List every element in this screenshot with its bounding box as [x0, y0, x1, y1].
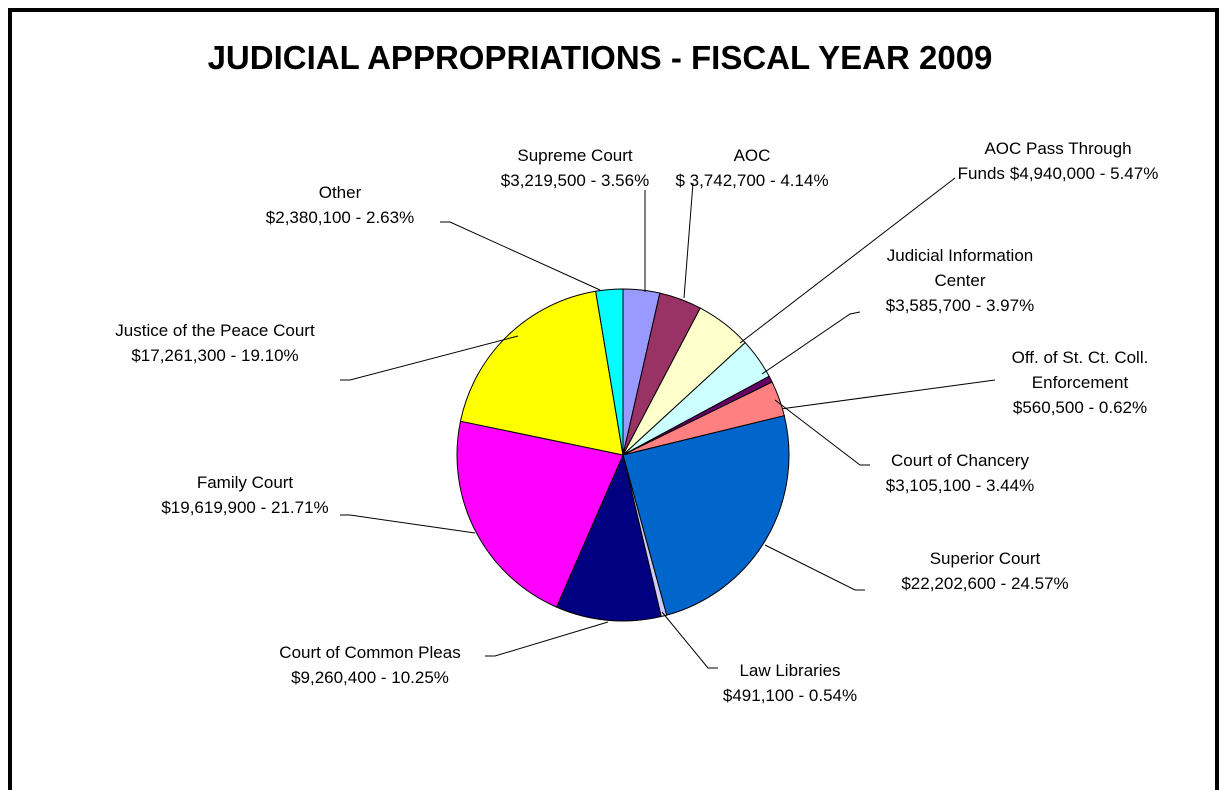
leader-line [761, 311, 861, 375]
slice-label: Justice of the Peace Court $17,261,300 - … [100, 318, 330, 368]
leader-line [739, 177, 956, 344]
slice-name: AOC Pass Through Funds [957, 139, 1132, 183]
leader-line [764, 544, 865, 591]
slice-value: $491,100 - 0.54% [722, 686, 858, 705]
leader-line [683, 182, 694, 299]
slice-value: $9,260,400 - 10.25% [291, 668, 449, 687]
slice-label: Superior Court $22,202,600 - 24.57% [875, 546, 1095, 596]
slice-label: Law Libraries $491,100 - 0.54% [690, 658, 890, 708]
slice-label: Judicial Information Center $3,585,700 - … [860, 243, 1060, 318]
slice-label: Supreme Court $3,219,500 - 3.56% [455, 143, 695, 193]
slice-name: Off. of St. Ct. Coll. Enforcement [1011, 348, 1149, 392]
leader-line [661, 611, 718, 669]
slice-value: $3,105,100 - 3.44% [885, 476, 1035, 495]
slice-value: $19,619,900 - 21.71% [161, 498, 329, 517]
slice-name: Court of Common Pleas [279, 643, 461, 662]
slice-value: $3,219,500 - 3.56% [500, 171, 650, 190]
leader-line [772, 379, 996, 411]
pie-slice [555, 453, 662, 622]
slice-name: Supreme Court [517, 146, 633, 165]
slice-label: Off. of St. Ct. Coll. Enforcement $560,50… [985, 345, 1175, 420]
leader-line [340, 514, 476, 534]
pie-slice [595, 288, 624, 456]
pie-slice [622, 415, 790, 616]
slice-label: AOC Pass Through Funds $4,940,000 - 5.47% [953, 136, 1163, 186]
slice-value: $22,202,600 - 24.57% [901, 574, 1069, 593]
slice-label: Family Court $19,619,900 - 21.71% [130, 470, 360, 520]
slice-value: $4,940,000 - 5.47% [1009, 164, 1159, 183]
slice-name: Law Libraries [739, 661, 841, 680]
leader-line [774, 399, 870, 466]
slice-value: $560,500 - 0.62% [1012, 398, 1148, 417]
slice-label: Court of Common Pleas $9,260,400 - 10.25% [250, 640, 490, 690]
slice-name: AOC [733, 146, 771, 165]
slice-name: Other [318, 183, 362, 202]
leader-line [485, 621, 609, 657]
frame [8, 8, 1219, 790]
slice-name: Superior Court [929, 549, 1041, 568]
leader-line [440, 221, 601, 291]
slice-value: $ 3,742,700 - 4.14% [675, 171, 829, 190]
slice-label: Other $2,380,100 - 2.63% [240, 180, 440, 230]
slice-name: Justice of the Peace Court [115, 321, 315, 340]
slice-name: Court of Chancery [891, 451, 1029, 470]
pie-slice [459, 290, 624, 456]
slice-label: AOC $ 3,742,700 - 4.14% [642, 143, 862, 193]
slice-value: $3,585,700 - 3.97% [885, 296, 1035, 315]
slice-name: Family Court [196, 473, 294, 492]
slice-value: $2,380,100 - 2.63% [265, 208, 415, 227]
slice-value: $17,261,300 - 19.10% [131, 346, 299, 365]
chart-title: JUDICIAL APPROPRIATIONS - FISCAL YEAR 20… [207, 39, 993, 76]
slice-name: Judicial Information Center [886, 246, 1034, 290]
slice-label: Court of Chancery $3,105,100 - 3.44% [860, 448, 1060, 498]
pie-slice [456, 420, 624, 608]
leader-line [340, 335, 519, 381]
